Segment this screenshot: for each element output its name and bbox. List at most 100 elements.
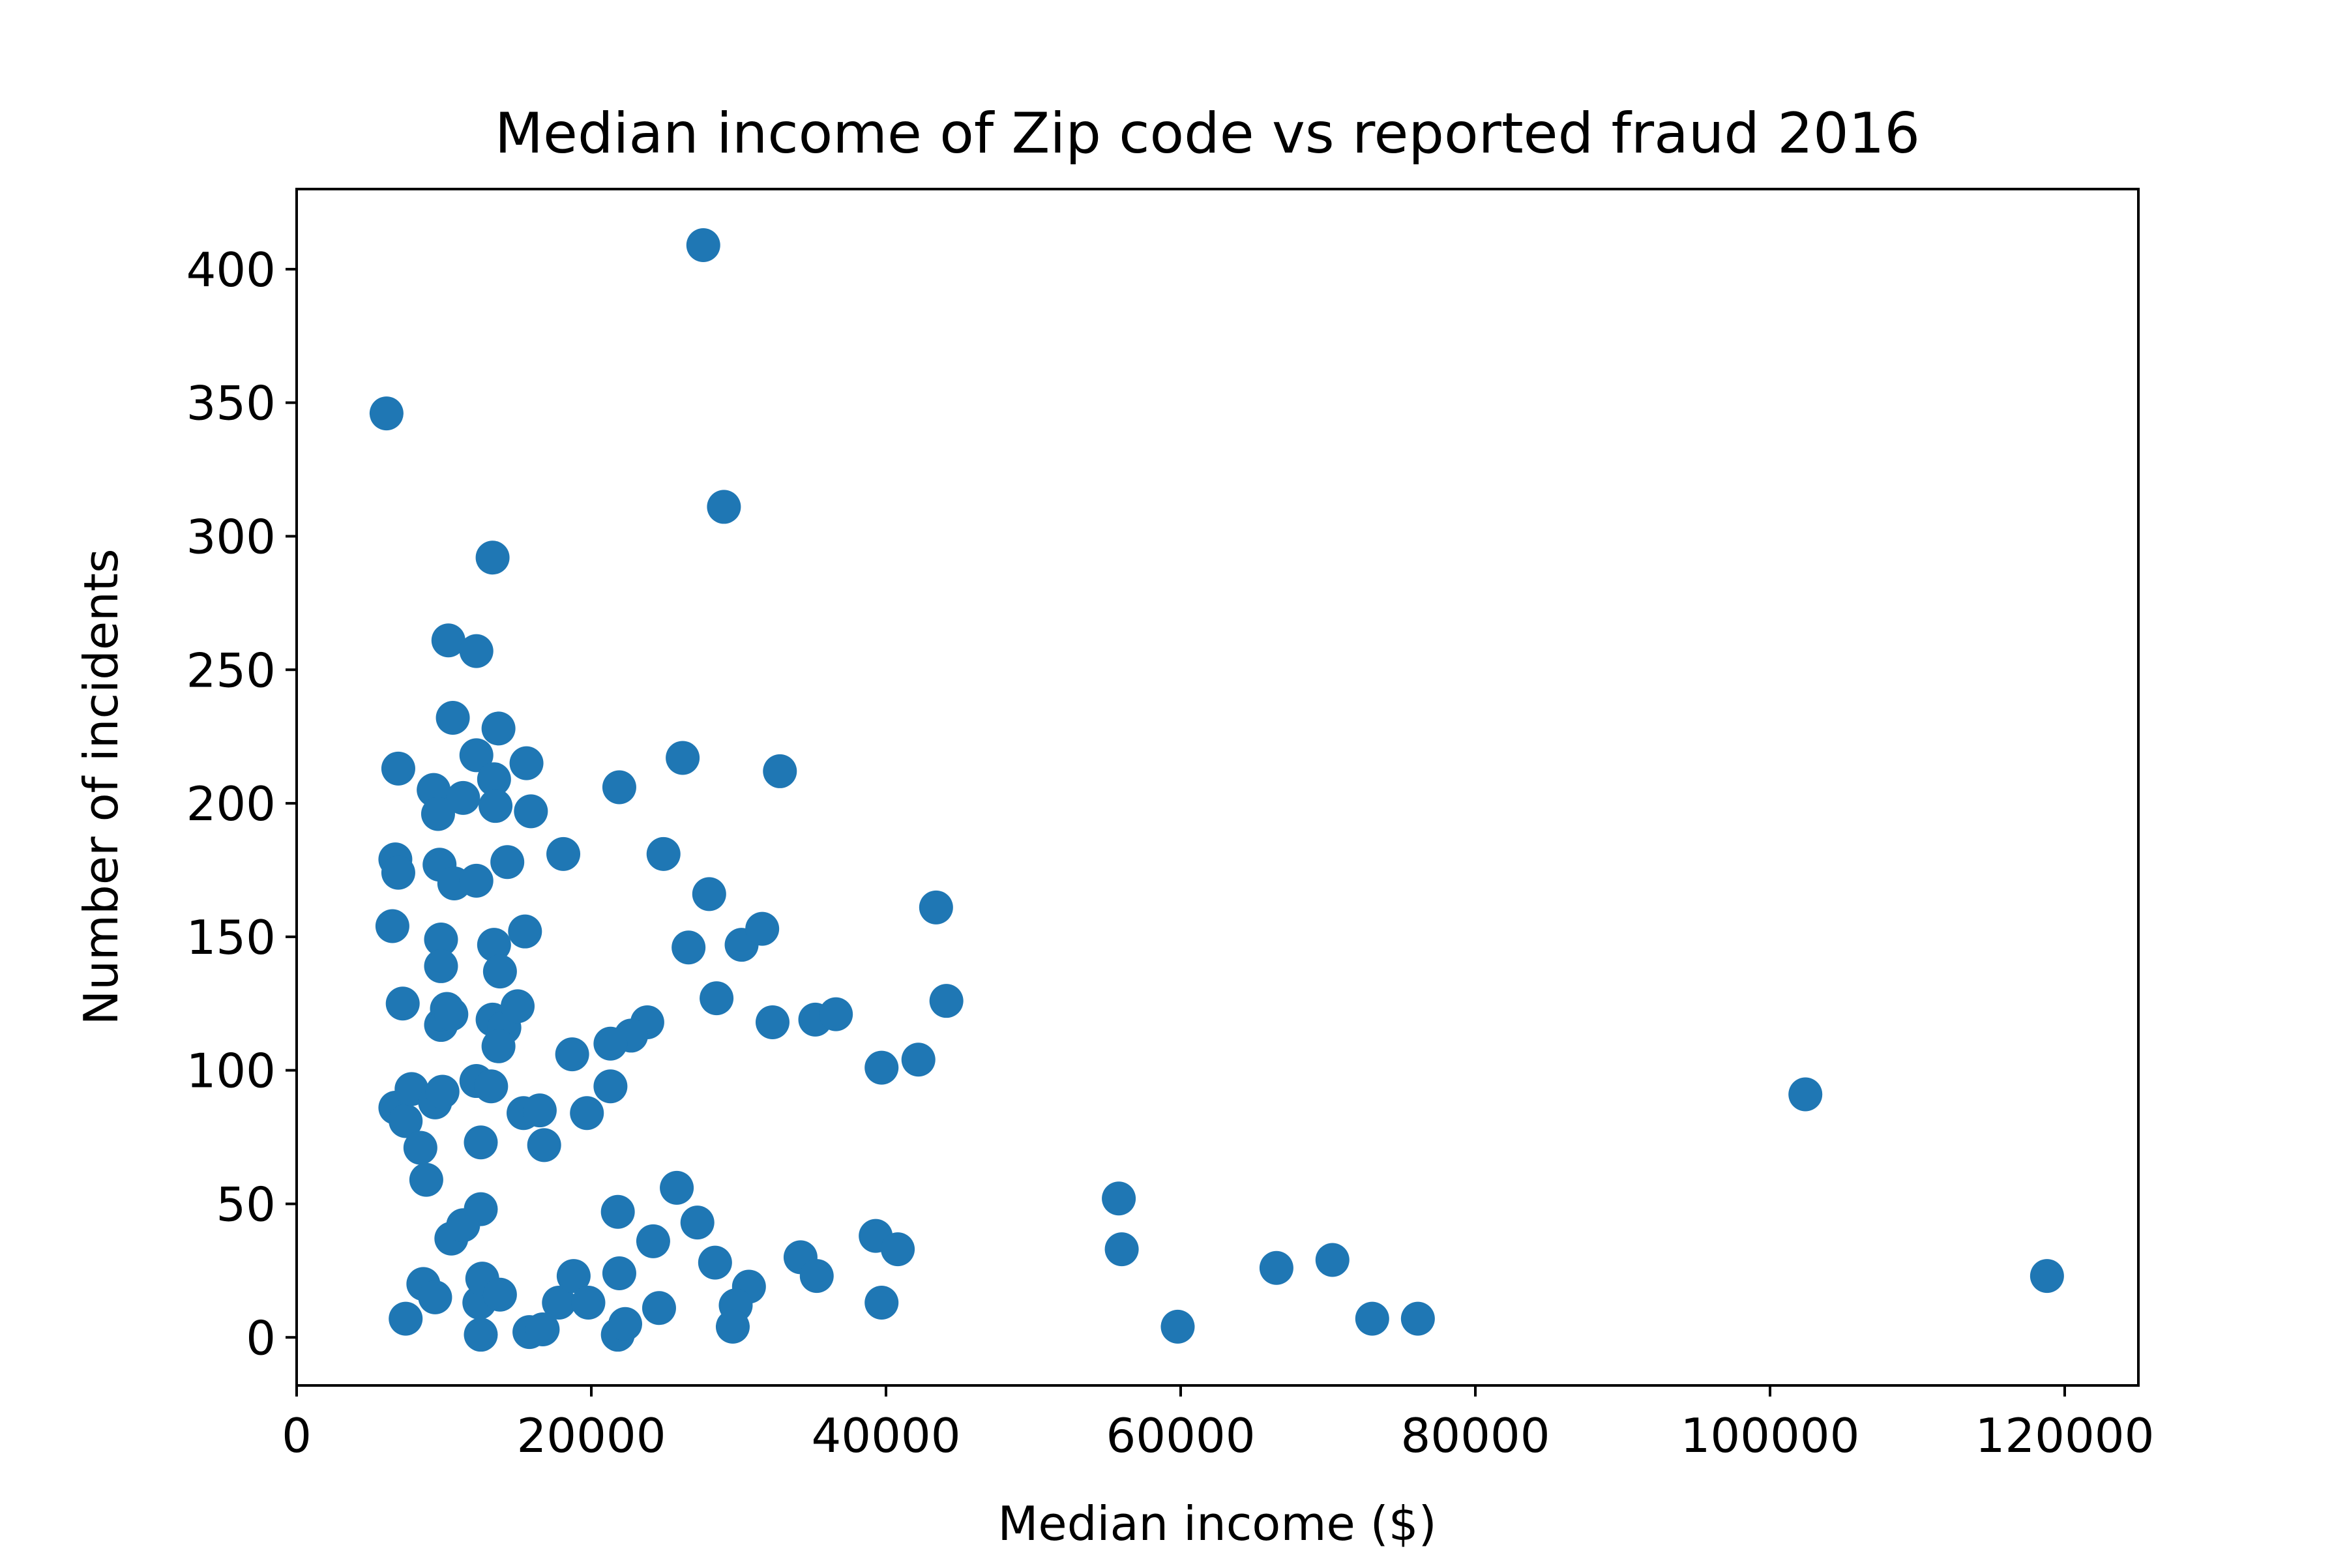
- data-point: [680, 1206, 715, 1240]
- data-point: [799, 1259, 834, 1294]
- data-point: [660, 1170, 694, 1205]
- data-point: [555, 1037, 589, 1072]
- data-point: [919, 890, 953, 925]
- x-tick-label: 60000: [1106, 1408, 1255, 1463]
- data-point: [600, 1194, 635, 1229]
- data-point: [646, 836, 681, 871]
- data-point: [464, 1125, 498, 1160]
- y-tick-label: 100: [186, 1044, 276, 1099]
- data-point: [1259, 1250, 1293, 1285]
- data-point: [446, 1208, 480, 1243]
- data-point: [369, 396, 404, 431]
- data-point: [477, 928, 511, 962]
- data-point: [482, 1277, 517, 1312]
- data-point: [508, 914, 542, 949]
- data-point: [509, 746, 544, 780]
- x-tick-label: 120000: [1975, 1408, 2155, 1463]
- data-point: [475, 540, 510, 575]
- y-tick-label: 0: [246, 1310, 276, 1365]
- data-point: [1160, 1309, 1195, 1344]
- data-point: [477, 762, 511, 797]
- data-point: [522, 1093, 557, 1128]
- data-point: [571, 1286, 606, 1320]
- data-point: [672, 930, 706, 965]
- x-tick-label: 100000: [1681, 1408, 1860, 1463]
- data-point: [479, 789, 513, 823]
- y-tick-label: 400: [186, 243, 276, 297]
- data-point: [1104, 1232, 1139, 1267]
- data-point: [446, 780, 480, 815]
- data-point: [418, 1280, 452, 1314]
- data-point: [389, 1104, 423, 1138]
- data-point: [481, 1029, 516, 1063]
- data-point: [636, 1224, 670, 1258]
- data-point: [881, 1232, 915, 1267]
- data-point: [698, 1245, 732, 1280]
- data-point: [542, 1286, 576, 1320]
- data-point: [593, 1026, 628, 1061]
- data-point: [602, 770, 636, 805]
- data-point: [819, 997, 853, 1031]
- y-tick-label: 50: [216, 1177, 276, 1232]
- data-point: [546, 836, 581, 871]
- data-point: [409, 1162, 443, 1197]
- data-point: [608, 1307, 642, 1341]
- data-point: [459, 863, 494, 898]
- data-point: [1315, 1243, 1350, 1277]
- data-point: [424, 922, 458, 956]
- data-point: [375, 909, 409, 943]
- data-point: [700, 981, 734, 1016]
- data-point: [403, 1131, 437, 1165]
- chart-title: Median income of Zip code vs reported fr…: [495, 101, 1920, 166]
- data-point: [556, 1259, 591, 1294]
- plot-frame: [295, 188, 2140, 1387]
- data-point: [666, 741, 700, 775]
- x-tick-label: 80000: [1400, 1408, 1550, 1463]
- data-point: [527, 1128, 561, 1162]
- x-tick-label: 0: [282, 1408, 312, 1463]
- data-point: [514, 794, 548, 829]
- data-point: [431, 623, 465, 658]
- data-point: [1102, 1181, 1136, 1216]
- data-point: [385, 986, 420, 1021]
- data-point: [755, 1005, 790, 1039]
- data-point: [686, 228, 720, 263]
- data-point: [745, 911, 780, 946]
- data-point: [525, 1312, 560, 1346]
- data-point: [593, 1069, 628, 1104]
- y-tick-label: 300: [186, 509, 276, 564]
- x-axis-label: Median income ($): [997, 1496, 1436, 1551]
- data-point: [929, 984, 964, 1018]
- data-point: [481, 711, 516, 746]
- y-tick-label: 200: [186, 777, 276, 831]
- data-point: [692, 877, 726, 911]
- data-point: [464, 1318, 498, 1352]
- data-point: [901, 1043, 936, 1077]
- y-axis-label: Number of incidents: [74, 548, 128, 1025]
- data-point: [501, 989, 535, 1024]
- data-point: [715, 1309, 750, 1344]
- x-tick-label: 40000: [811, 1408, 960, 1463]
- data-point: [602, 1256, 636, 1290]
- data-point: [425, 1074, 460, 1109]
- data-point: [763, 754, 797, 788]
- data-points: [369, 228, 2064, 1352]
- data-point: [459, 738, 494, 773]
- data-point: [435, 701, 470, 735]
- data-point: [434, 997, 469, 1031]
- data-point: [381, 855, 415, 890]
- y-tick-label: 350: [186, 376, 276, 431]
- x-tick-label: 20000: [516, 1408, 666, 1463]
- y-tick-label: 150: [186, 910, 276, 965]
- data-point: [424, 949, 458, 983]
- data-point: [459, 634, 494, 668]
- data-point: [490, 845, 525, 880]
- data-point: [1355, 1301, 1389, 1336]
- data-point: [707, 490, 741, 524]
- data-point: [474, 1069, 509, 1104]
- data-point: [1400, 1301, 1435, 1336]
- data-point: [1788, 1077, 1823, 1112]
- y-axis-ticks: 0 50 100 150 200 250 300 350 400: [186, 243, 297, 1365]
- data-point: [381, 751, 415, 786]
